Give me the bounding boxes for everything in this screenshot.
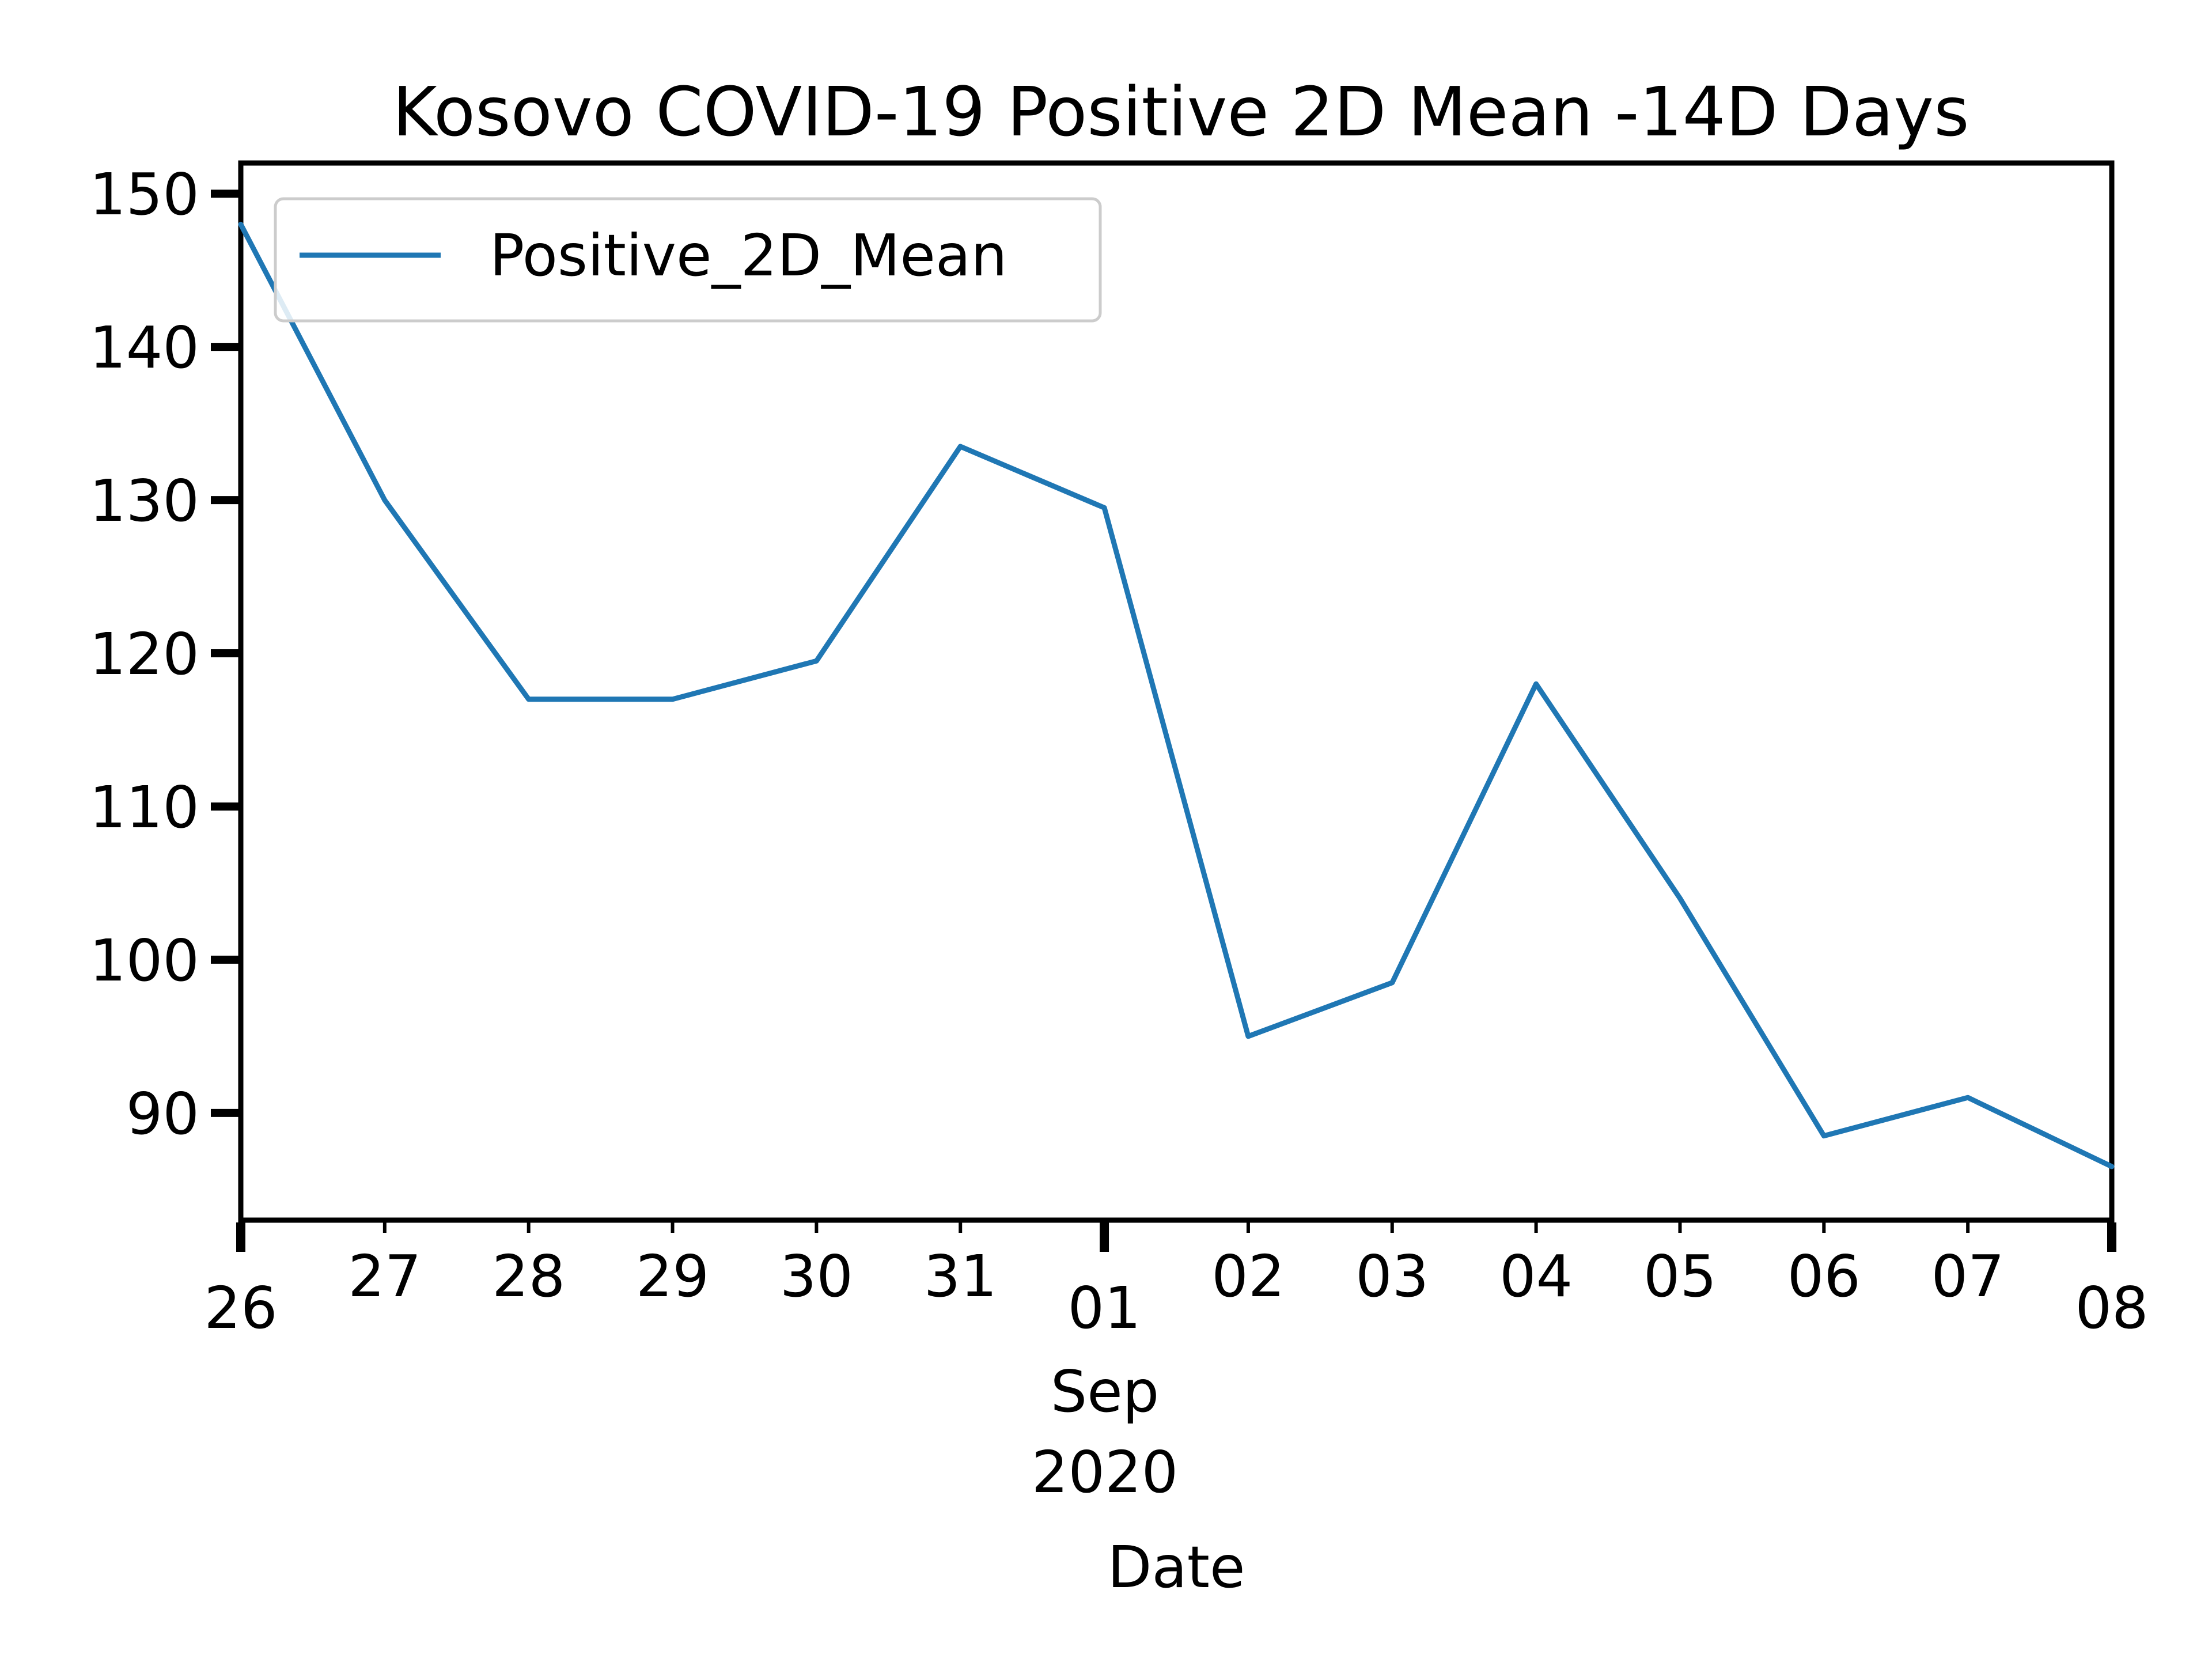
legend-box [274,197,1102,323]
y-tick-label: 150 [89,161,199,228]
y-tick-label: 90 [126,1080,199,1148]
x-tick-label: 05 [1643,1243,1717,1310]
x-tick-label: 06 [1787,1243,1861,1310]
legend: Positive_2D_Mean [274,197,1102,323]
y-tick-label: 130 [89,467,199,535]
x-tick-label: 28 [492,1243,565,1310]
plot-frame [238,160,2115,1223]
x-tick-label: 07 [1931,1243,2005,1310]
y-tick-label: 140 [89,314,199,381]
x-tick-label: 02 [1211,1243,1285,1310]
x-axis: 26 27 28 29 30 31 01 02 03 04 05 06 07 08 [204,1222,2149,1342]
x-tick-label: 31 [924,1243,997,1310]
chart-title: Kosovo COVID-19 Positive 2D Mean -14D Da… [392,72,1969,152]
x-axis-label: Date [1107,1534,1245,1601]
x-axis-month-label: Sep [1051,1358,1159,1425]
x-tick-label: 01 [1067,1274,1141,1342]
y-tick-label: 100 [89,927,199,994]
x-tick-label: 27 [348,1243,421,1310]
x-tick-label: 26 [204,1274,277,1342]
x-tick-label: 30 [780,1243,853,1310]
x-tick-label: 04 [1499,1243,1573,1310]
y-tick-label: 120 [89,620,199,688]
x-tick-label: 08 [2075,1274,2148,1342]
y-axis: 90 100 110 120 130 140 150 [89,161,238,1148]
legend-label: Positive_2D_Mean [490,222,1007,289]
series-line-positive-2d-mean [238,221,2115,1169]
x-tick-label: 29 [636,1243,709,1310]
x-axis-year-label: 2020 [1032,1438,1179,1506]
x-tick-label: 03 [1355,1243,1429,1310]
y-tick-label: 110 [89,774,199,841]
